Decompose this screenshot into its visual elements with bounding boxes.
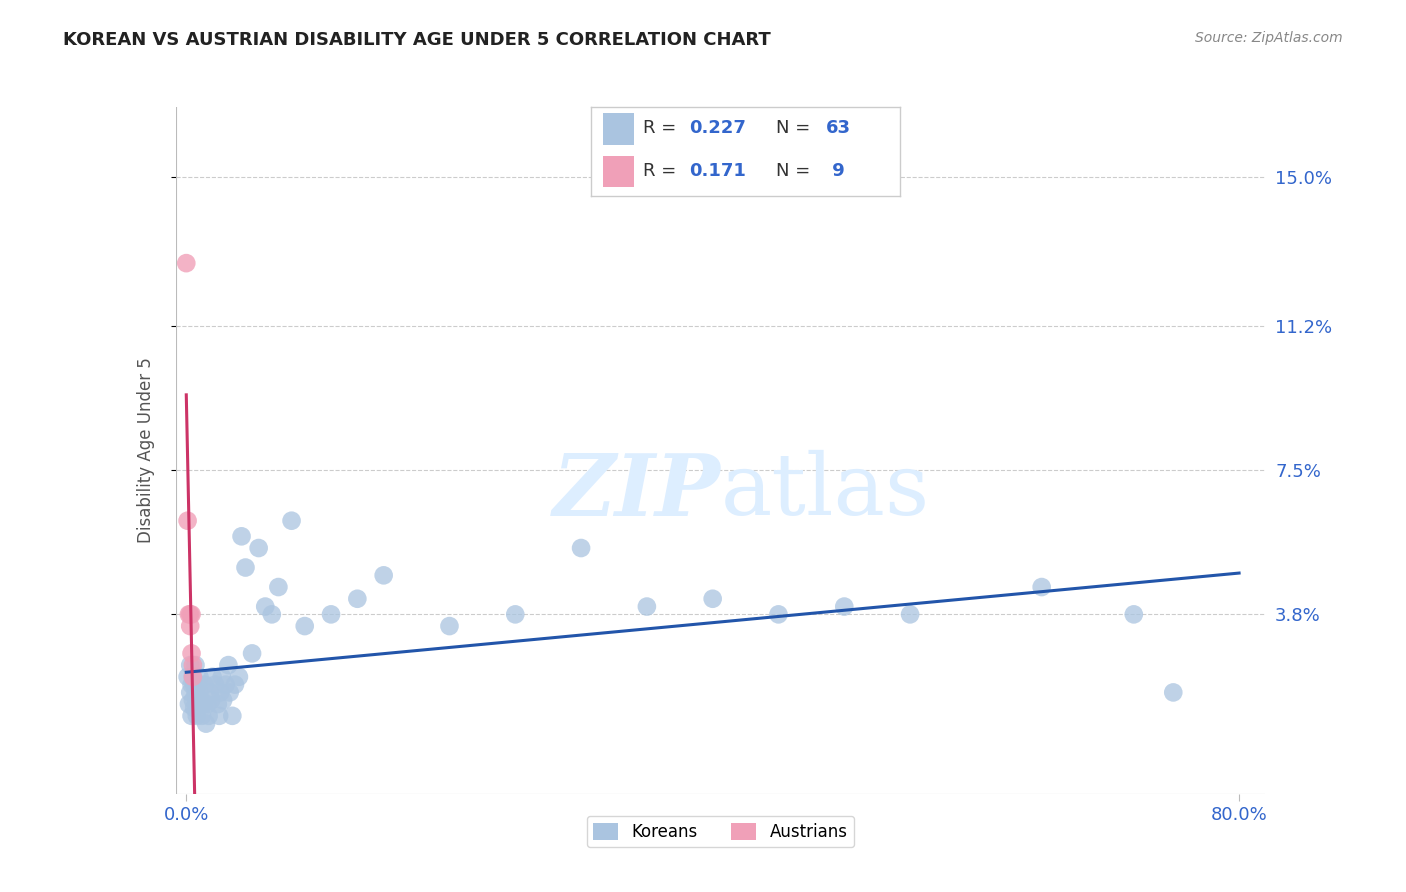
Point <box>439 619 461 633</box>
Point <box>1122 607 1144 622</box>
Point <box>224 678 246 692</box>
Point <box>195 697 218 711</box>
Point <box>187 697 209 711</box>
Point <box>177 607 200 622</box>
Point <box>702 591 724 606</box>
Point <box>319 607 342 622</box>
Point <box>193 697 215 711</box>
Point <box>217 658 239 673</box>
Point <box>191 708 214 723</box>
Point <box>186 708 208 723</box>
Point <box>181 670 204 684</box>
Point <box>181 658 204 673</box>
Text: Source: ZipAtlas.com: Source: ZipAtlas.com <box>1195 31 1343 45</box>
Point <box>235 560 257 574</box>
Point <box>569 541 592 555</box>
Point <box>188 685 211 699</box>
Point <box>832 599 855 614</box>
Point <box>768 607 790 622</box>
Point <box>197 708 219 723</box>
Point <box>208 708 231 723</box>
Point <box>194 678 217 692</box>
Point <box>1031 580 1053 594</box>
Text: R =: R = <box>643 120 682 137</box>
Point <box>247 541 270 555</box>
Point <box>254 599 277 614</box>
Point <box>186 693 208 707</box>
Point <box>503 607 526 622</box>
Point <box>195 716 218 731</box>
Point <box>215 678 238 692</box>
Point <box>228 670 250 684</box>
Point <box>204 678 226 692</box>
Point <box>177 697 200 711</box>
Point <box>176 514 198 528</box>
Point <box>221 708 243 723</box>
Point <box>183 678 205 692</box>
Text: 9: 9 <box>825 162 845 180</box>
Text: R =: R = <box>643 162 688 180</box>
Text: N =: N = <box>776 120 815 137</box>
Point <box>346 591 368 606</box>
Point <box>198 685 221 699</box>
Point <box>184 658 207 673</box>
Text: N =: N = <box>776 162 815 180</box>
Text: 63: 63 <box>825 120 851 137</box>
Y-axis label: Disability Age Under 5: Disability Age Under 5 <box>136 358 155 543</box>
Point <box>1161 685 1184 699</box>
Point <box>211 670 233 684</box>
Text: ZIP: ZIP <box>553 450 721 533</box>
Bar <box>603 156 634 187</box>
Point <box>176 670 198 684</box>
Point <box>212 693 235 707</box>
Text: 0.227: 0.227 <box>689 120 747 137</box>
Point <box>180 646 202 660</box>
Text: 0.171: 0.171 <box>689 162 747 180</box>
Point <box>179 607 201 622</box>
Point <box>898 607 921 622</box>
Point <box>183 701 205 715</box>
Point <box>231 529 253 543</box>
Point <box>294 619 316 633</box>
Point <box>280 514 302 528</box>
Point <box>174 256 197 270</box>
Point <box>209 685 232 699</box>
Point <box>180 708 202 723</box>
Point <box>181 693 204 707</box>
Text: atlas: atlas <box>721 450 929 533</box>
Point <box>636 599 658 614</box>
Point <box>207 697 229 711</box>
Point <box>179 658 201 673</box>
Point <box>187 678 209 692</box>
Point <box>180 678 202 692</box>
Point <box>373 568 395 582</box>
Point <box>240 646 263 660</box>
Point <box>181 670 204 684</box>
Point <box>184 685 207 699</box>
Point <box>180 607 202 622</box>
Text: KOREAN VS AUSTRIAN DISABILITY AGE UNDER 5 CORRELATION CHART: KOREAN VS AUSTRIAN DISABILITY AGE UNDER … <box>63 31 770 49</box>
Bar <box>603 113 634 145</box>
Point <box>179 619 201 633</box>
Point <box>188 670 211 684</box>
Point <box>201 670 224 684</box>
Point <box>179 685 201 699</box>
Point <box>218 685 240 699</box>
Point <box>190 693 212 707</box>
Point <box>200 693 222 707</box>
Point <box>260 607 283 622</box>
Legend: Koreans, Austrians: Koreans, Austrians <box>586 816 855 847</box>
Point <box>267 580 290 594</box>
